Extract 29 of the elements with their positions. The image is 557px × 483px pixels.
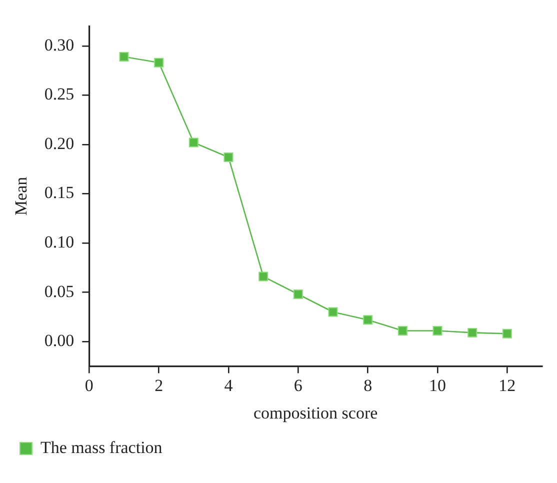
- x-tick-label: 12: [498, 376, 516, 395]
- point: [363, 315, 373, 325]
- x-tick-label: 2: [154, 376, 164, 395]
- x-tick-label: 6: [294, 376, 302, 395]
- y-tick-label: 0.25: [44, 84, 74, 104]
- x-tick-label: 8: [364, 376, 372, 395]
- point: [328, 307, 338, 317]
- point: [154, 58, 164, 68]
- x-axis-title: composition score: [253, 403, 378, 422]
- y-axis-title: Mean: [12, 176, 31, 216]
- y-tick-label: 0.10: [44, 232, 74, 252]
- point: [188, 138, 198, 148]
- point: [293, 290, 303, 299]
- point: [398, 326, 408, 336]
- point: [119, 52, 129, 62]
- y-tick-label: 0.30: [44, 35, 74, 54]
- y-tick-label: 0.05: [44, 282, 74, 301]
- x-tick-label: 10: [428, 376, 446, 395]
- point: [432, 326, 442, 336]
- point: [502, 328, 512, 338]
- y-tick-label: 0.00: [44, 331, 74, 350]
- x-tick-label: 0: [84, 376, 94, 395]
- y-tick-label: 0.20: [44, 134, 74, 153]
- y-tick-label: 0.15: [44, 183, 74, 202]
- point: [224, 152, 234, 162]
- legend-label: The mass fraction: [40, 438, 163, 457]
- x-tick-label: 4: [224, 376, 234, 395]
- point: [468, 328, 478, 338]
- point: [258, 272, 268, 282]
